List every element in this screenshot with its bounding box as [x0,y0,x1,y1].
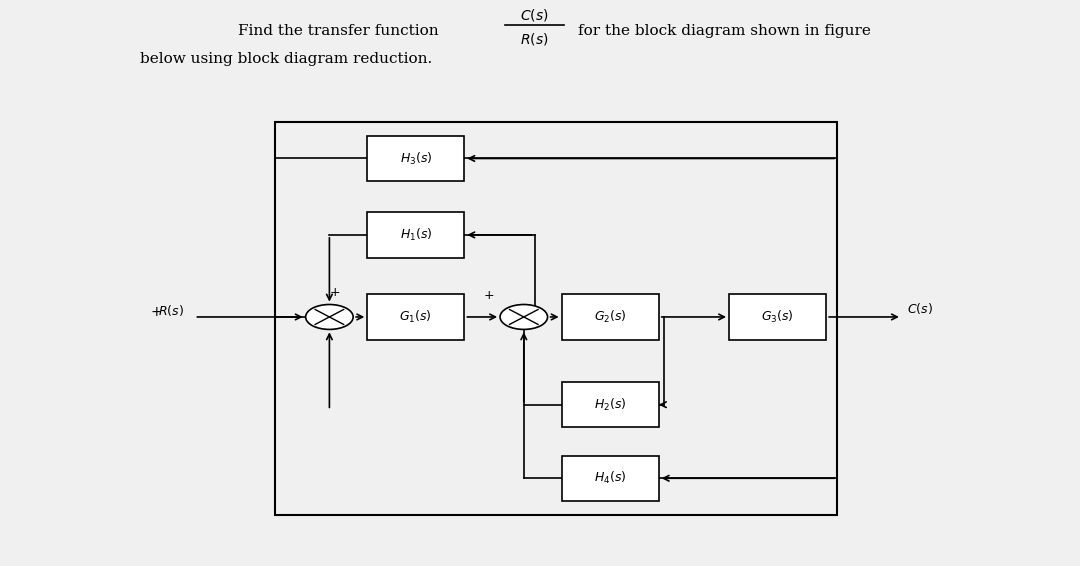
Bar [275,122,837,515]
Text: $R(s)$: $R(s)$ [158,303,184,318]
Bar [367,212,464,258]
Text: $G_2(s)$: $G_2(s)$ [594,309,626,325]
Bar [562,382,659,427]
Text: $H_3(s)$: $H_3(s)$ [400,151,432,166]
Text: $R(s)$: $R(s)$ [521,31,549,47]
Bar [367,294,464,340]
Text: $C(s)$: $C(s)$ [907,301,933,316]
Text: $H_1(s)$: $H_1(s)$ [400,227,432,243]
Bar [367,136,464,181]
Text: $H_4(s)$: $H_4(s)$ [594,470,626,486]
Bar [562,294,659,340]
Text: +: + [329,286,340,299]
Circle shape [306,305,353,329]
Text: $C(s)$: $C(s)$ [521,7,549,23]
Text: $G_1(s)$: $G_1(s)$ [400,309,432,325]
Text: +: + [151,306,162,319]
Bar [729,294,826,340]
Text: +: + [484,289,495,302]
Text: $H_2(s)$: $H_2(s)$ [594,397,626,413]
Text: for the block diagram shown in figure: for the block diagram shown in figure [578,24,870,38]
Bar [562,456,659,501]
Circle shape [500,305,548,329]
Text: $G_3(s)$: $G_3(s)$ [761,309,794,325]
Text: Find the transfer function: Find the transfer function [238,24,438,38]
Text: below using block diagram reduction.: below using block diagram reduction. [140,53,433,66]
